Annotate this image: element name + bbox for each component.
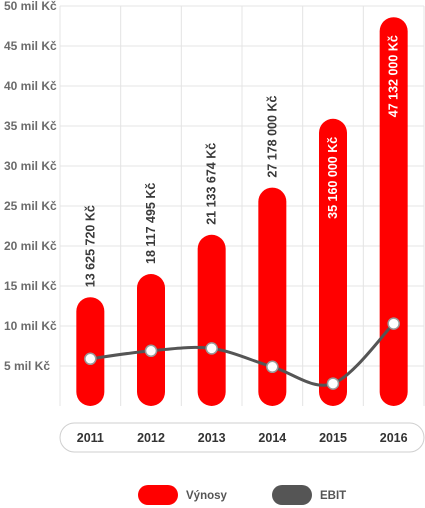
bar-value-label: 35 160 000 Kč (326, 137, 340, 219)
legend-swatch-ebit (272, 485, 312, 505)
y-tick-label: 10 mil Kč (4, 319, 57, 333)
y-tick-label: 5 mil Kč (4, 359, 50, 373)
y-tick-label: 35 mil Kč (4, 119, 57, 133)
bar-value-label: 13 625 720 Kč (83, 205, 97, 287)
x-tick-label: 2012 (137, 431, 165, 445)
y-tick-label: 50 mil Kč (4, 0, 57, 13)
bar (258, 187, 287, 406)
bar-value-label: 21 133 674 Kč (205, 143, 219, 225)
ebit-point (326, 377, 340, 390)
x-tick-label: 2014 (258, 431, 286, 445)
x-tick-label: 2015 (319, 431, 347, 445)
bar-value-label: 18 117 495 Kč (144, 183, 158, 264)
ebit-line (84, 317, 400, 390)
ebit-point (266, 360, 279, 374)
x-axis: 2011 2012 2013 2014 2015 2016 (59, 422, 425, 453)
ebit-point (205, 342, 218, 355)
legend-label-ebit: EBIT (320, 490, 346, 502)
x-tick-label: 2011 (77, 431, 104, 445)
bar-value-label: 27 178 000 Kč (265, 96, 279, 178)
ebit-point (144, 344, 158, 358)
y-tick-label: 45 mil Kč (4, 39, 57, 53)
bar (76, 297, 105, 406)
ebit-point (387, 317, 400, 330)
ebit-point (84, 352, 97, 366)
legend-label-vynosy: Výnosy (186, 490, 228, 502)
y-tick-label: 15 mil Kč (4, 279, 57, 293)
bars (76, 17, 408, 407)
x-tick-label: 2016 (380, 431, 408, 445)
bar (197, 234, 226, 406)
y-tick-label: 20 mil Kč (4, 239, 57, 253)
x-axis-pill (59, 422, 425, 453)
legend-swatch-vynosy (138, 485, 178, 505)
bar (137, 274, 165, 406)
x-tick-label: 2013 (198, 431, 226, 445)
bar (319, 118, 347, 407)
y-tick-label: 30 mil Kč (4, 159, 57, 173)
y-axis: 5 mil Kč 10 mil Kč 15 mil Kč 20 mil Kč 25 mi… (4, 0, 57, 373)
y-tick-label: 25 mil Kč (4, 199, 57, 213)
bar-value-label: 47 132 000 Kč (387, 35, 401, 117)
grid (59, 5, 425, 406)
bar (379, 17, 408, 406)
legend: Výnosy EBIT (138, 485, 346, 505)
y-tick-label: 40 mil Kč (4, 79, 57, 93)
bar-labels: 13 625 720 Kč 18 117 495 Kč 21 133 674 Kč 2… (83, 35, 400, 287)
